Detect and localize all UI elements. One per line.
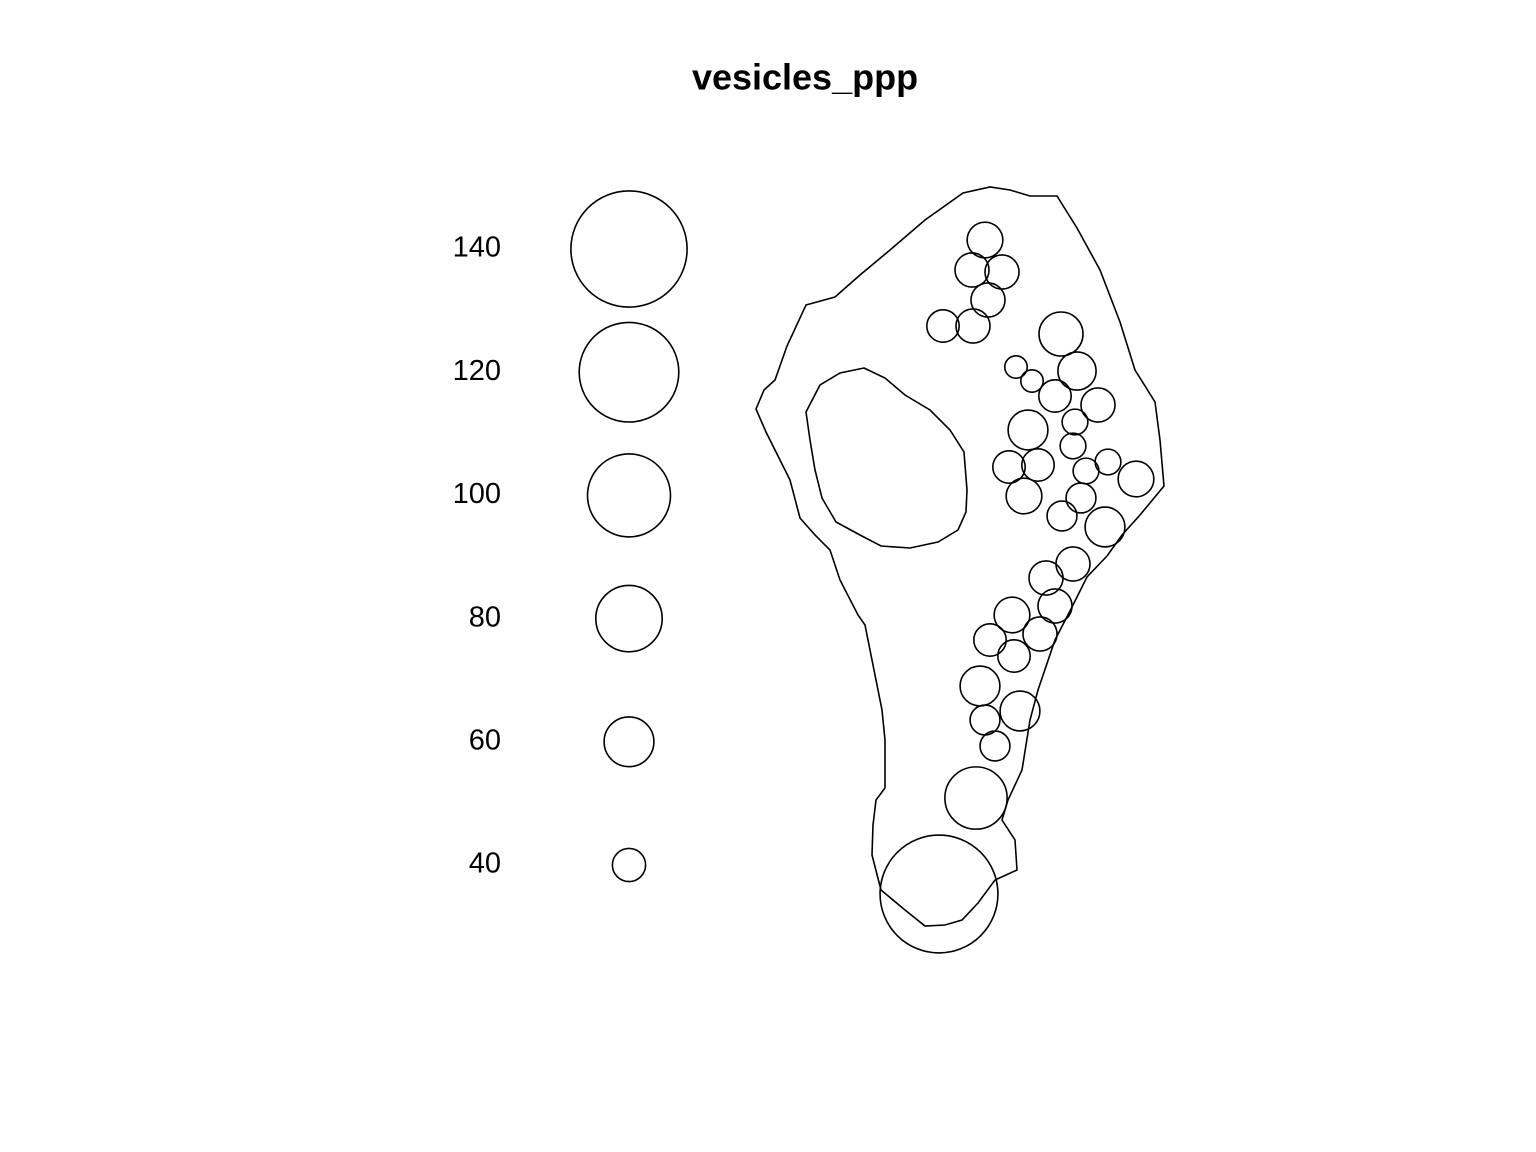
vesicle <box>1055 546 1091 582</box>
vesicle <box>993 596 1031 634</box>
legend-circle <box>586 453 672 538</box>
legend-circle <box>611 847 647 883</box>
legend-label: 140 <box>453 232 501 264</box>
vesicle <box>1038 379 1072 413</box>
legend-circle <box>578 321 680 423</box>
vesicle <box>997 639 1031 673</box>
legend-label: 40 <box>469 848 501 880</box>
legend-label: 100 <box>453 478 501 510</box>
vesicle <box>979 730 1011 762</box>
legend-circle <box>570 190 688 308</box>
vesicle <box>992 450 1026 484</box>
legend-label: 80 <box>469 601 501 633</box>
vesicle <box>959 665 1001 707</box>
vesicle <box>1061 408 1089 436</box>
legend-circle <box>594 584 663 653</box>
vesicle <box>1094 448 1122 476</box>
vesicle <box>1005 477 1043 515</box>
legend-circle <box>603 716 655 768</box>
vesicle <box>1065 482 1097 514</box>
vesicle <box>1022 616 1058 652</box>
vesicle <box>1003 354 1029 380</box>
vesicle <box>955 308 991 344</box>
vesicle <box>1021 448 1055 482</box>
vesicle <box>1038 311 1084 357</box>
vesicle <box>1037 588 1073 624</box>
vesicle <box>1046 500 1078 532</box>
vesicle <box>973 623 1007 657</box>
vesicle <box>879 834 999 954</box>
vesicle <box>999 690 1041 732</box>
vesicle <box>1019 368 1045 394</box>
vesicle <box>1117 460 1155 498</box>
vesicle <box>1057 351 1097 391</box>
vesicle <box>1059 432 1087 460</box>
window-outline <box>755 186 1165 927</box>
legend-label: 60 <box>469 724 501 756</box>
vesicle <box>1028 560 1064 596</box>
vesicle <box>1080 387 1116 423</box>
vesicle <box>970 282 1006 318</box>
vesicle <box>944 766 1008 830</box>
vesicle <box>926 309 960 343</box>
chart-title: vesicles_ppp <box>692 57 918 98</box>
legend-label: 120 <box>453 355 501 387</box>
vesicle <box>1084 506 1126 548</box>
vesicle <box>954 252 990 288</box>
vesicle <box>1007 409 1049 451</box>
